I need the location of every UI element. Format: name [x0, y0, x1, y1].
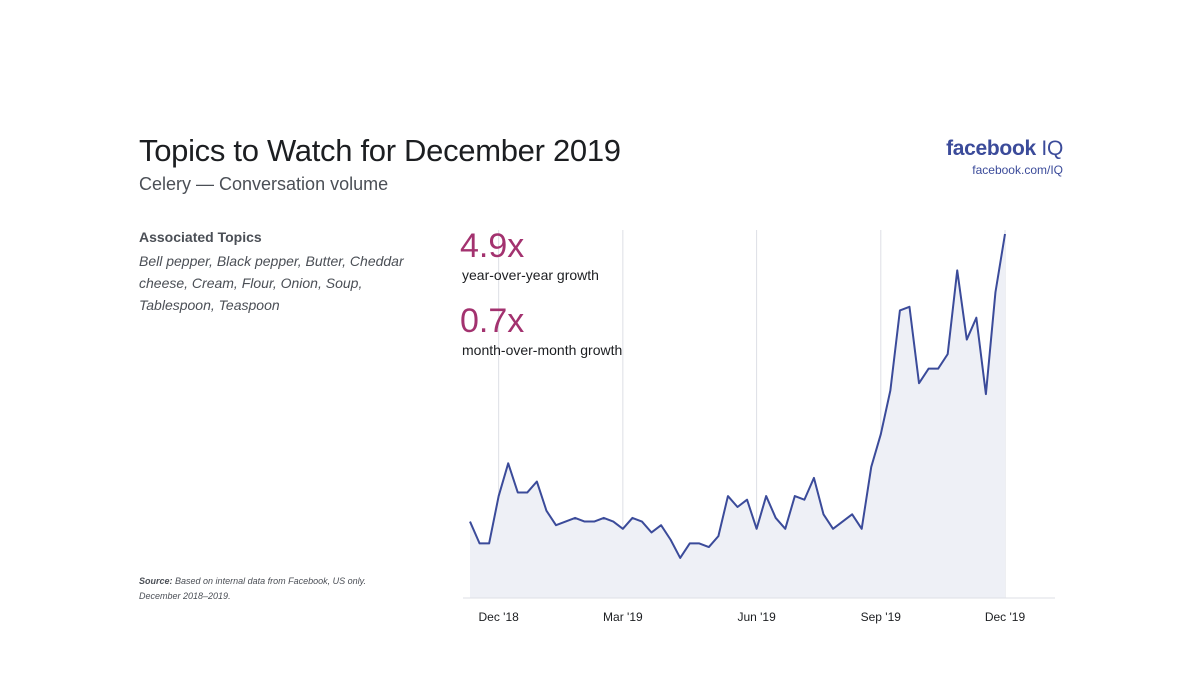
- source-label: Source:: [139, 576, 173, 586]
- associated-topics-heading: Associated Topics: [139, 229, 262, 245]
- brand-logo[interactable]: facebook IQ facebook.com/IQ: [946, 137, 1063, 177]
- x-tick-label-2: Jun '19: [737, 610, 776, 624]
- x-tick-label-1: Mar '19: [603, 610, 643, 624]
- associated-topics-list: Bell pepper, Black pepper, Butter, Chedd…: [139, 253, 404, 313]
- brand-name: facebook: [946, 137, 1036, 160]
- brand-wordmark: facebook IQ: [946, 137, 1063, 161]
- source-note: Source: Based on internal data from Face…: [139, 574, 389, 604]
- x-tick-label-4: Dec '19: [985, 610, 1026, 624]
- brand-suffix: IQ: [1041, 137, 1063, 160]
- mom-growth-value: 0.7x: [460, 302, 525, 340]
- page-title: Topics to Watch for December 2019: [139, 133, 621, 168]
- series-line: [469, 233, 1006, 559]
- yoy-growth-label: year-over-year growth: [462, 267, 599, 283]
- x-tick-label-0: Dec '18: [479, 610, 520, 624]
- mom-growth-label: month-over-month growth: [462, 342, 623, 358]
- x-tick-label-3: Sep '19: [861, 610, 902, 624]
- brand-url[interactable]: facebook.com/IQ: [972, 163, 1063, 177]
- source-text: Based on internal data from Facebook, US…: [139, 576, 366, 601]
- yoy-growth-value: 4.9x: [460, 227, 525, 265]
- series-area: [470, 234, 1005, 598]
- page-subtitle: Celery — Conversation volume: [139, 174, 389, 194]
